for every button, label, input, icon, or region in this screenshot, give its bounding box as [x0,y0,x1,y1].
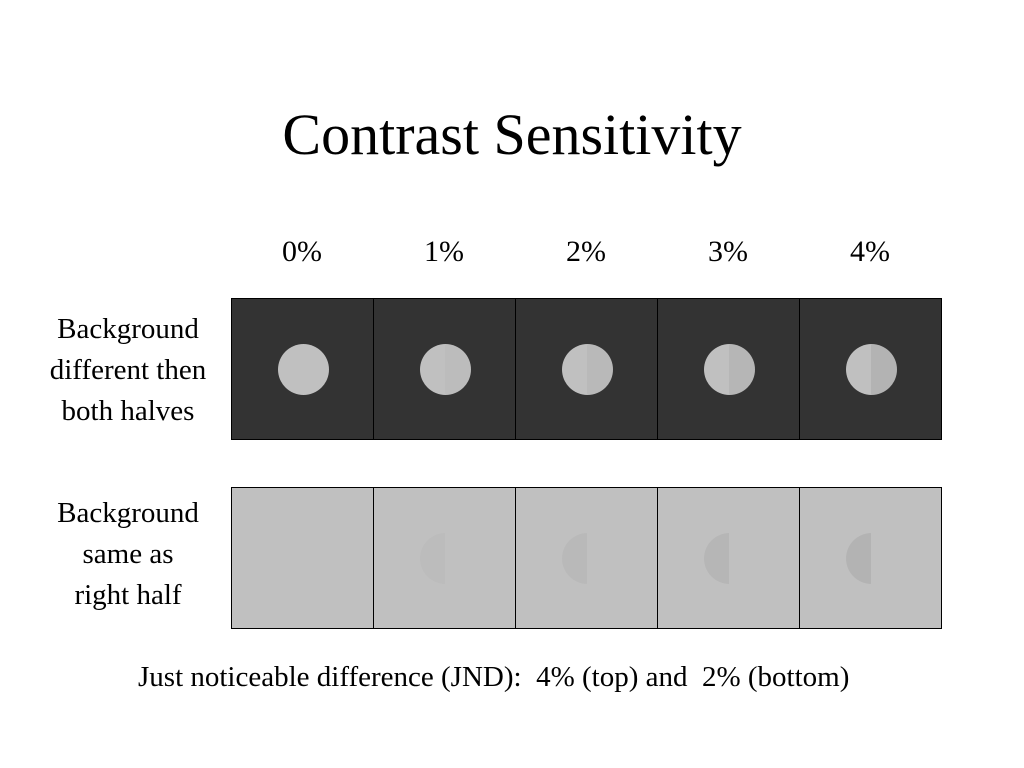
row-label-top: Background different then both halves [28,309,228,432]
disk-left-half [703,344,729,395]
disk-left-half [419,533,445,584]
split-disk [703,533,755,584]
column-label-4: 4% [850,235,890,268]
stimulus-cell [800,299,942,439]
disk-right-half [729,533,755,584]
split-disk [277,344,329,395]
column-label-2: 2% [566,235,606,268]
disk-right-half [871,533,897,584]
disk-right-half [445,344,471,395]
stimulus-cell [800,488,942,628]
stimulus-cell [658,299,800,439]
row-label-line: same as [82,538,174,570]
page-title: Contrast Sensitivity [282,102,742,167]
row-label-line: right half [74,579,182,611]
row-label-line: both halves [61,395,195,427]
disk-left-half [277,533,303,584]
disk-right-half [303,344,329,395]
stimulus-cell [516,488,658,628]
stimulus-cell [374,299,516,439]
disk-right-half [587,344,613,395]
disk-left-half [561,533,587,584]
disk-right-half [445,533,471,584]
split-disk [845,344,897,395]
disk-left-half [277,344,303,395]
disk-left-half [845,344,871,395]
column-label-1: 1% [424,235,464,268]
split-disk [419,344,471,395]
disk-left-half [561,344,587,395]
stimulus-cell [374,488,516,628]
split-disk [703,344,755,395]
disk-left-half [419,344,445,395]
row-label-bottom: Background same as right half [28,493,228,616]
split-disk [419,533,471,584]
disk-left-half [703,533,729,584]
stimulus-cell [231,488,374,628]
disk-left-half [845,533,871,584]
stimulus-row-bottom [231,487,942,629]
row-label-line: Background [57,313,199,345]
split-disk [561,533,613,584]
stimulus-cell [658,488,800,628]
row-label-line: different then [49,354,207,386]
column-label-3: 3% [708,235,748,268]
stimulus-cell [231,299,374,439]
disk-right-half [729,344,755,395]
column-label-0: 0% [282,235,322,268]
stimulus-row-top [231,298,942,440]
jnd-caption: Just noticeable difference (JND): 4% (to… [138,661,850,693]
split-disk [845,533,897,584]
disk-right-half [587,533,613,584]
row-label-line: Background [57,497,199,529]
disk-right-half [303,533,329,584]
split-disk [277,533,329,584]
stimulus-cell [516,299,658,439]
split-disk [561,344,613,395]
disk-right-half [871,344,897,395]
